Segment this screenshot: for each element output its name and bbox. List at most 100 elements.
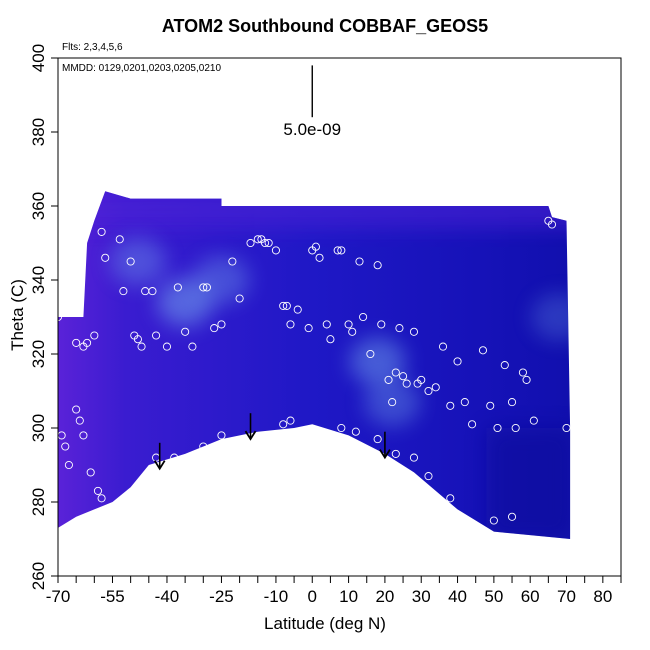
- observation-point: [126, 257, 135, 266]
- observation-point: [228, 257, 237, 266]
- observation-point: [64, 298, 73, 307]
- observation-point: [72, 338, 81, 347]
- observation-point: [468, 420, 477, 429]
- observation-point: [384, 375, 393, 384]
- observation-point: [79, 431, 88, 440]
- observation-point: [388, 398, 397, 407]
- plot-frame: [57, 57, 622, 577]
- observation-point: [373, 435, 382, 444]
- observation-point: [351, 427, 360, 436]
- observation-point: [507, 398, 517, 407]
- flight-arrow-head: [379, 449, 391, 460]
- observation-point: [217, 320, 226, 329]
- observation-point: [61, 442, 70, 451]
- observation-point: [181, 327, 190, 336]
- observation-point: [431, 383, 440, 392]
- x-tick-label: 60: [521, 587, 540, 606]
- chart-title: ATOM2 Southbound COBBAF_GEOS5: [161, 16, 489, 36]
- observation-point: [86, 468, 95, 477]
- observation-point: [493, 423, 502, 433]
- observation-point: [217, 431, 226, 440]
- y-tick-label: 280: [29, 488, 48, 516]
- flight-arrow-head: [244, 430, 257, 441]
- observation-point: [500, 361, 509, 370]
- observation-point: [264, 238, 273, 248]
- observation-point: [311, 242, 320, 251]
- observation-point: [507, 512, 517, 521]
- observation-point: [366, 349, 375, 359]
- observation-point: [409, 327, 419, 336]
- observation-point: [75, 416, 84, 425]
- observation-point: [424, 472, 433, 481]
- observation-point: [355, 257, 364, 266]
- observation-point: [57, 294, 66, 303]
- observation-point: [446, 401, 455, 410]
- observation-point: [279, 420, 288, 429]
- observation-point: [486, 401, 495, 410]
- observation-point: [417, 375, 426, 384]
- observation-point: [188, 342, 197, 351]
- observation-point: [101, 253, 110, 262]
- observation-point: [271, 246, 280, 255]
- observation-point: [333, 246, 342, 255]
- observation-point: [210, 324, 219, 333]
- observation-point: [391, 449, 400, 458]
- observation-point: [162, 342, 172, 351]
- observation-point: [199, 283, 208, 292]
- y-tick-label: 320: [29, 340, 48, 368]
- x-tick-label: -25: [209, 587, 234, 606]
- x-tick-label: -70: [46, 587, 71, 606]
- observation-point: [373, 261, 382, 270]
- observation-point: [64, 460, 73, 470]
- x-tick-label: 40: [448, 587, 467, 606]
- y-tick-label: 340: [29, 266, 48, 294]
- x-tick-label: -40: [155, 587, 180, 606]
- field-highlight: [193, 256, 250, 304]
- observation-point: [359, 312, 368, 322]
- observation-point: [279, 301, 288, 310]
- observation-point: [409, 453, 419, 462]
- observation-point: [402, 379, 411, 388]
- observation-point: [173, 283, 182, 292]
- field-highlight: [109, 237, 166, 286]
- observation-point: [293, 305, 302, 314]
- observation-point: [344, 320, 353, 329]
- observation-point: [453, 357, 462, 366]
- observation-point: [97, 227, 106, 236]
- observation-point: [137, 342, 146, 351]
- observation-point: [202, 283, 211, 292]
- field-highlight: [349, 337, 406, 386]
- observation-point: [93, 486, 103, 495]
- observation-point: [282, 301, 291, 310]
- flights-note: Flts: 2,3,4,5,6: [62, 42, 123, 53]
- observation-point: [152, 331, 161, 340]
- observation-point: [246, 238, 255, 248]
- x-tick-label: 10: [339, 587, 358, 606]
- observation-point: [547, 220, 557, 229]
- scale-bar-label: 5.0e-09: [283, 120, 341, 139]
- x-tick-label: -55: [100, 587, 125, 606]
- x-tick-label: 0: [308, 587, 317, 606]
- flight-arrow-head: [153, 460, 166, 471]
- observation-point: [148, 287, 157, 296]
- y-tick-label: 260: [29, 562, 48, 590]
- field-top-band: [58, 191, 571, 229]
- observation-point: [460, 398, 469, 407]
- x-axis-label: Latitude (deg N): [264, 614, 386, 633]
- observation-point: [399, 372, 408, 381]
- observation-point: [170, 453, 179, 462]
- observation-point: [446, 494, 455, 503]
- field-highlight: [531, 293, 571, 341]
- y-tick-label: 400: [29, 44, 48, 72]
- observation-point: [529, 416, 538, 425]
- observation-point: [391, 368, 400, 377]
- x-tick-label: 70: [557, 587, 576, 606]
- x-tick-label: 20: [375, 587, 394, 606]
- observation-point: [489, 516, 498, 525]
- observation-point: [337, 423, 346, 433]
- observation-point: [326, 335, 335, 344]
- observation-point: [438, 342, 448, 351]
- y-tick-label: 360: [29, 192, 48, 220]
- observation-point: [286, 320, 295, 329]
- x-tick-label: -10: [264, 587, 289, 606]
